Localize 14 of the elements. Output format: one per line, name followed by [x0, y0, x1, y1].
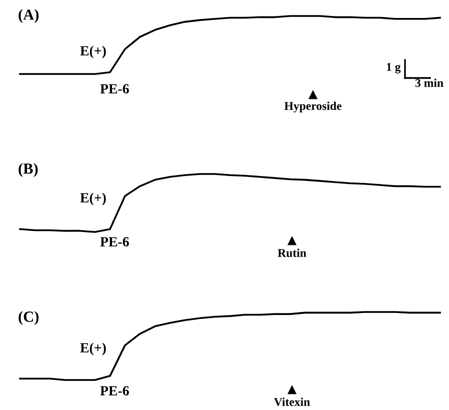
text: PE-6 [100, 84, 129, 94]
annotation: E(+) [80, 192, 106, 206]
annotation: E(+) [80, 342, 106, 356]
chart-title: (A) [18, 9, 39, 23]
text: Hyperoside [284, 102, 342, 112]
text: PE-6 [100, 237, 129, 246]
text: PE-6 [100, 386, 129, 396]
text: Vitexin [274, 398, 310, 406]
annotation: 1 g [386, 62, 401, 74]
annotation: E(+) [80, 46, 106, 58]
text: 3 min [415, 78, 444, 87]
chart-title: (B) [18, 163, 38, 177]
text: Rutin [278, 248, 306, 257]
chart-title: (C) [18, 311, 39, 325]
